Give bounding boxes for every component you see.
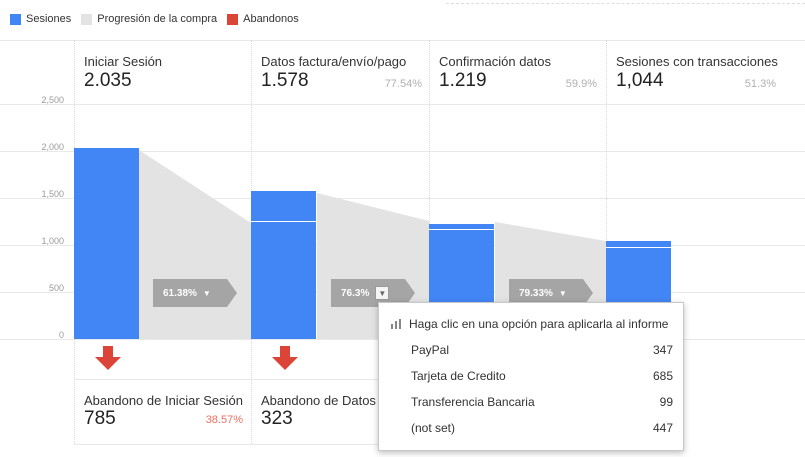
top-divider bbox=[446, 0, 805, 4]
gridline-2500 bbox=[0, 104, 805, 105]
legend-swatch-progresion bbox=[81, 13, 93, 25]
stats-top-border bbox=[0, 40, 805, 41]
option-label: Tarjeta de Credito bbox=[411, 369, 506, 383]
legend-item-progresion[interactable]: Progresión de la compra bbox=[81, 13, 217, 25]
step-pct-datos-factura: 77.54% bbox=[384, 78, 422, 90]
abandon-pct-iniciar-sesion: 38.57% bbox=[205, 414, 243, 426]
option-value: 447 bbox=[652, 421, 673, 435]
step-value-datos-factura: 1.578 bbox=[261, 70, 309, 91]
legend-item-sesiones[interactable]: Sesiones bbox=[10, 13, 71, 25]
option-label: PayPal bbox=[411, 343, 450, 357]
abandon-label-iniciar-sesion: Abandono de Iniciar Sesión bbox=[84, 393, 244, 408]
step-pct-transacciones: 51.3% bbox=[744, 78, 776, 90]
step-label-confirmacion: Confirmación datos bbox=[439, 54, 551, 69]
bar-confirmacion-marker bbox=[429, 229, 494, 231]
dropdown-toggle-icon[interactable]: ▼ bbox=[375, 286, 390, 300]
step-label-iniciar-sesion: Iniciar Sesión bbox=[84, 54, 163, 69]
bar-transacciones-marker bbox=[606, 246, 671, 248]
conversion-rate-3: 79.33% bbox=[519, 287, 553, 299]
column-divider-4 bbox=[606, 40, 607, 340]
legend-swatch-sesiones bbox=[10, 13, 21, 25]
step-value-iniciar-sesion: 2.035 bbox=[84, 70, 132, 91]
y-tick-0: 0 bbox=[58, 330, 64, 340]
abandon-top-border bbox=[74, 379, 430, 380]
popup-option-transferencia[interactable]: Transferencia Bancaria 99 bbox=[411, 395, 673, 409]
option-value: 347 bbox=[652, 343, 673, 357]
popup-option-paypal[interactable]: PayPal 347 bbox=[411, 343, 673, 357]
flow-shape-1 bbox=[139, 150, 251, 339]
conversion-rate-1: 61.38% bbox=[163, 287, 197, 299]
popup-option-not-set[interactable]: (not set) 447 bbox=[411, 421, 673, 435]
abandon-label-datos-factura: Abandono de Datos f bbox=[261, 393, 384, 408]
legend-item-abandonos[interactable]: Abandonos bbox=[227, 13, 299, 25]
column-divider-3 bbox=[429, 40, 430, 340]
legend-label-abandonos: Abandonos bbox=[243, 13, 299, 25]
bar-chart-icon bbox=[391, 319, 401, 329]
y-tick-500: 500 bbox=[48, 283, 64, 293]
chart-legend: Sesiones Progresión de la compra Abandon… bbox=[10, 13, 299, 25]
conversion-rate-2: 76.3% bbox=[341, 287, 370, 299]
step-pct-confirmacion: 59.9% bbox=[565, 78, 597, 90]
y-tick-1000: 1,000 bbox=[41, 236, 64, 246]
bar-iniciar-sesion[interactable] bbox=[74, 147, 139, 339]
y-tick-2000: 2,000 bbox=[41, 142, 64, 152]
option-label: (not set) bbox=[411, 421, 456, 435]
step-label-transacciones: Sesiones con transacciones bbox=[616, 54, 778, 69]
caret-down-icon: ▼ bbox=[558, 288, 567, 298]
step-value-confirmacion: 1.219 bbox=[439, 70, 487, 91]
bar-datos-factura-marker bbox=[251, 220, 316, 222]
y-tick-1500: 1,500 bbox=[41, 189, 64, 199]
breakdown-popup: Haga clic en una opción para aplicarla a… bbox=[378, 302, 684, 451]
popup-header: Haga clic en una opción para aplicarla a… bbox=[391, 317, 668, 331]
conversion-arrow-1[interactable]: 61.38% ▼ bbox=[153, 279, 237, 307]
popup-header-text: Haga clic en una opción para aplicarla a… bbox=[409, 317, 669, 331]
gridline-2000 bbox=[0, 151, 805, 152]
legend-label-sesiones: Sesiones bbox=[26, 13, 72, 25]
caret-down-icon: ▼ bbox=[202, 288, 211, 298]
abandon-arrow-icon bbox=[272, 346, 298, 370]
legend-label-progresion: Progresión de la compra bbox=[97, 13, 218, 25]
gridline-1500 bbox=[0, 198, 805, 199]
option-value: 685 bbox=[652, 369, 673, 383]
abandon-arrow-icon bbox=[95, 346, 121, 370]
bar-datos-factura[interactable] bbox=[251, 190, 316, 339]
option-value: 99 bbox=[659, 395, 673, 409]
popup-option-tarjeta[interactable]: Tarjeta de Credito 685 bbox=[411, 369, 673, 383]
option-label: Transferencia Bancaria bbox=[411, 395, 535, 409]
abandon-value-datos-factura: 323 bbox=[261, 408, 293, 429]
step-label-datos-factura: Datos factura/envío/pago bbox=[261, 54, 407, 69]
y-tick-2500: 2,500 bbox=[41, 95, 64, 105]
abandon-bottom-border bbox=[74, 444, 430, 445]
legend-swatch-abandonos bbox=[227, 13, 239, 25]
step-value-transacciones: 1,044 bbox=[616, 70, 664, 91]
abandon-value-iniciar-sesion: 785 bbox=[84, 408, 116, 429]
